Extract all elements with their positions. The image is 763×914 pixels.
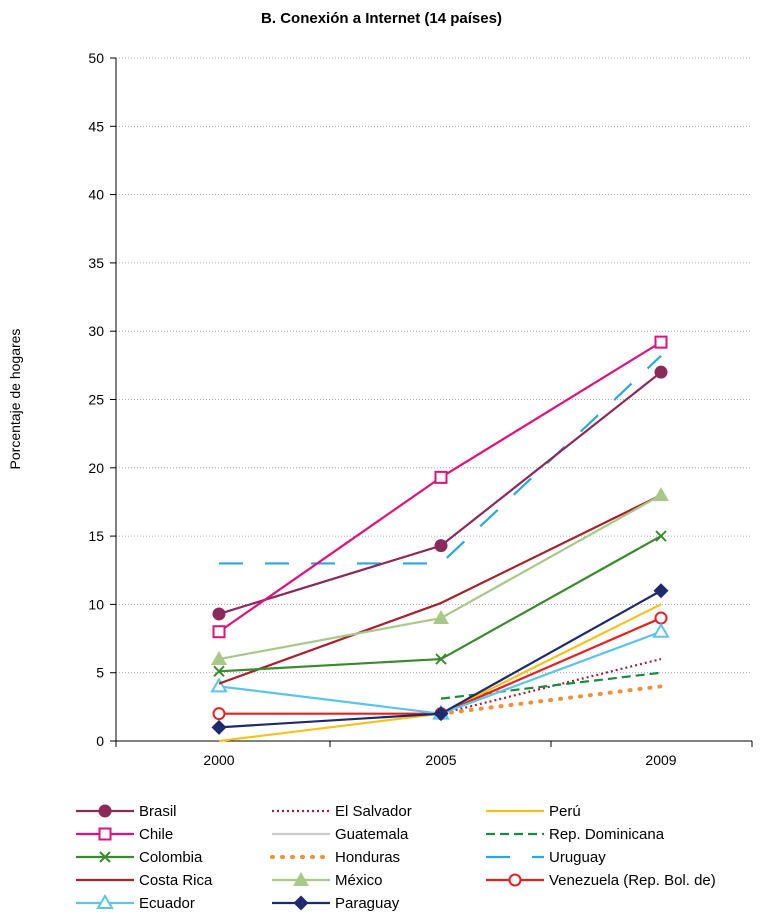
series-paraguay [211,583,669,735]
series-honduras [439,684,663,716]
legend-item-uruguay: Uruguay [486,849,606,866]
data-point [654,365,668,379]
x-tick-labels: 2000 2005 2009 [203,752,676,768]
legend-item-rep-dominicana: Rep. Dominicana [486,826,665,843]
data-point [653,583,669,599]
legend-marker [293,895,309,911]
series-colombia [213,530,667,678]
series-line [218,494,662,661]
series-ecuador [210,622,670,720]
legend-item-paraguay: Paraguay [272,895,400,912]
legend-item-colombia: Colombia [76,849,203,866]
legend-label: Rep. Dominicana [549,826,665,843]
series-line [218,371,662,616]
data-point [655,530,667,542]
y-tick-label: 15 [88,528,104,544]
legend-marker [99,851,111,863]
legend-label: Perú [549,803,581,820]
series-line [219,354,662,565]
legend-item-honduras: Honduras [270,849,400,866]
series-venezuela-rep-bol-de [212,611,668,721]
y-tick-label: 20 [88,460,104,476]
series-chile [212,335,668,639]
series-line [219,617,662,715]
data-point [211,719,227,735]
series-line [218,494,662,685]
data-point [434,539,448,553]
data-point [211,651,227,666]
y-axis-title: Porcentaje de hogares [7,329,23,470]
legend-marker [98,804,112,818]
series-el-salvador [440,657,662,715]
data-point [434,470,448,484]
data-point [653,487,669,502]
legend-item-brasil: Brasil [76,803,177,820]
series-brasil [212,365,668,621]
y-tick-label: 0 [96,733,104,749]
legend-label: Paraguay [335,895,400,912]
legend-label: Ecuador [139,895,195,912]
data-point [212,625,226,639]
data-point [654,335,668,349]
legend-label: Costa Rica [139,872,213,889]
x-tick-label: 2009 [645,752,676,768]
legend-label: México [335,872,383,889]
y-tick-label: 35 [88,255,104,271]
series-lines [210,335,670,743]
y-tick-label: 30 [88,323,104,339]
y-tick-label: 50 [88,50,104,66]
legend-label: Uruguay [549,849,606,866]
legend-item-guatemala: Guatemala [272,826,409,843]
data-point [210,677,228,693]
legend-label: Venezuela (Rep. Bol. de) [549,872,716,889]
legend-label: Guatemala [335,826,409,843]
data-point [654,611,668,625]
legend-marker [293,872,309,886]
grid-lines [116,57,752,674]
x-tick-label: 2005 [425,752,456,768]
data-point [433,706,449,722]
legend-item-peru: Perú [486,803,581,820]
series-line [218,341,662,633]
legend-marker [98,827,112,841]
data-point [433,610,449,625]
data-point [435,653,447,665]
series-uruguay [219,354,662,565]
legend-item-mexico: México [272,872,383,889]
y-tick-labels: 0 5 10 15 20 25 30 35 40 45 50 [88,50,104,749]
series-line [439,684,663,716]
legend-marker [508,873,522,887]
legend-label: Colombia [139,849,203,866]
legend-label: Honduras [335,849,400,866]
y-tick-label: 45 [88,118,104,134]
y-tick-label: 5 [96,665,104,681]
series-mexico [211,487,669,666]
y-tick-label: 40 [88,187,104,203]
data-point [212,707,226,721]
legend-label: Chile [139,826,173,843]
legend-item-costa-rica: Costa Rica [76,872,213,889]
legend-item-venezuela-rep-bol-de: Venezuela (Rep. Bol. de) [486,872,716,889]
legend-item-el-salvador: El Salvador [272,803,412,820]
x-tick-label: 2000 [203,752,234,768]
legend-label: Brasil [139,803,177,820]
y-tick-label: 25 [88,392,104,408]
series-line [440,657,662,715]
data-point [652,622,670,638]
legend-item-ecuador: Ecuador [76,894,195,912]
series-costa-rica [218,494,662,685]
legend-marker [96,894,114,909]
axes [110,57,753,747]
legend: Brasil Chile Colombia Costa Rica Ecuador El S… [76,803,716,912]
legend-label: El Salvador [335,803,412,820]
data-point [213,665,225,678]
chart-title: B. Conexión a Internet (14 países) [261,10,502,27]
legend-item-chile: Chile [76,826,173,843]
data-point [212,607,226,621]
y-tick-label: 10 [88,596,104,612]
